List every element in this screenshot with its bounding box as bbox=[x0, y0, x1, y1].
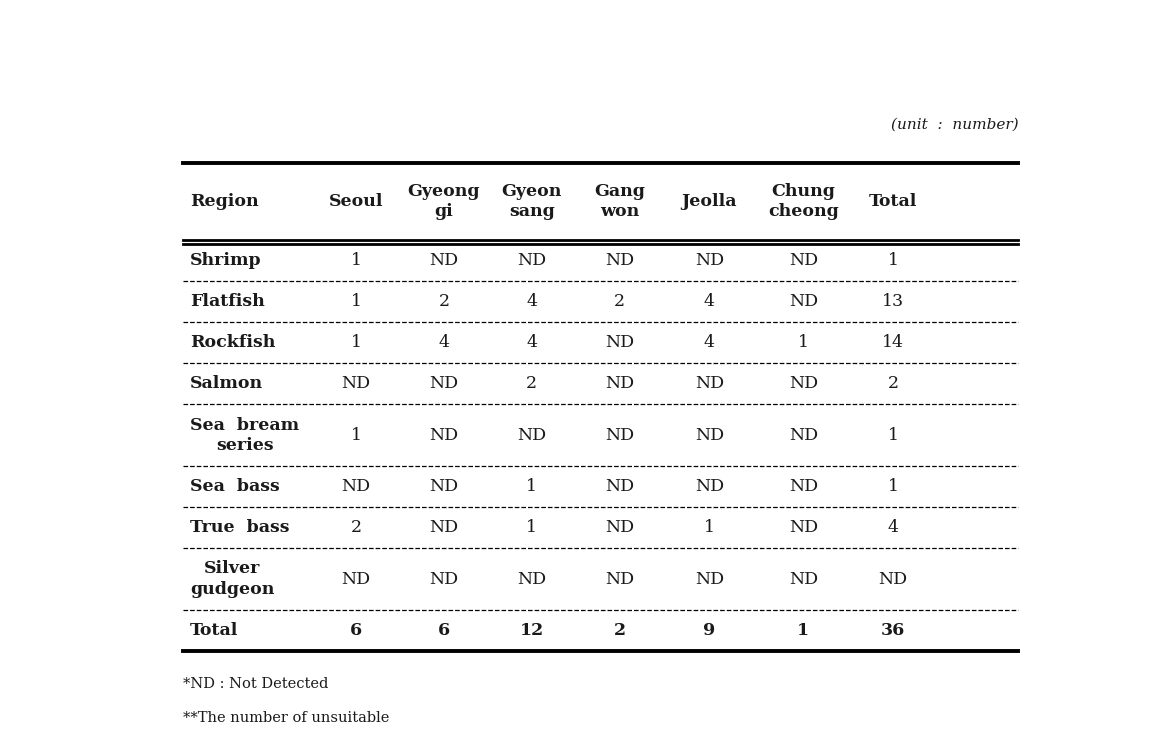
Text: 4: 4 bbox=[438, 334, 450, 351]
Text: ND: ND bbox=[605, 571, 634, 588]
Text: 4: 4 bbox=[526, 293, 537, 310]
Text: Shrimp: Shrimp bbox=[190, 252, 261, 269]
Text: ND: ND bbox=[429, 252, 458, 269]
Text: Salmon: Salmon bbox=[190, 376, 264, 393]
Text: 1: 1 bbox=[350, 427, 362, 444]
Text: 2: 2 bbox=[350, 519, 362, 536]
Text: 1: 1 bbox=[887, 478, 899, 495]
Text: 1: 1 bbox=[798, 334, 809, 351]
Text: 36: 36 bbox=[881, 622, 905, 639]
Text: ND: ND bbox=[517, 427, 546, 444]
Text: Flatfish: Flatfish bbox=[190, 293, 265, 310]
Text: *ND : Not Detected: *ND : Not Detected bbox=[183, 677, 328, 691]
Text: Rockfish: Rockfish bbox=[190, 334, 275, 351]
Text: ND: ND bbox=[605, 376, 634, 393]
Text: ND: ND bbox=[789, 519, 818, 536]
Text: (unit  :  number): (unit : number) bbox=[891, 118, 1018, 132]
Text: Gyeong
gi: Gyeong gi bbox=[408, 183, 481, 220]
Text: **The number of unsuitable: **The number of unsuitable bbox=[183, 711, 389, 725]
Text: 1: 1 bbox=[526, 519, 537, 536]
Text: ND: ND bbox=[695, 376, 724, 393]
Text: 2: 2 bbox=[887, 376, 899, 393]
Text: 4: 4 bbox=[526, 334, 537, 351]
Text: ND: ND bbox=[429, 478, 458, 495]
Text: ND: ND bbox=[342, 478, 370, 495]
Text: Gyeon
sang: Gyeon sang bbox=[502, 183, 561, 220]
Text: Total: Total bbox=[868, 193, 918, 210]
Text: Sea  bream
series: Sea bream series bbox=[190, 416, 299, 454]
Text: 2: 2 bbox=[613, 622, 626, 639]
Text: Region: Region bbox=[190, 193, 259, 210]
Text: ND: ND bbox=[429, 427, 458, 444]
Text: 1: 1 bbox=[703, 519, 715, 536]
Text: ND: ND bbox=[429, 519, 458, 536]
Text: ND: ND bbox=[605, 478, 634, 495]
Text: Jeolla: Jeolla bbox=[682, 193, 737, 210]
Text: ND: ND bbox=[605, 519, 634, 536]
Text: 6: 6 bbox=[438, 622, 450, 639]
Text: 9: 9 bbox=[703, 622, 715, 639]
Text: ND: ND bbox=[789, 293, 818, 310]
Text: ND: ND bbox=[695, 478, 724, 495]
Text: ND: ND bbox=[789, 427, 818, 444]
Text: 1: 1 bbox=[350, 252, 362, 269]
Text: ND: ND bbox=[605, 427, 634, 444]
Text: ND: ND bbox=[695, 427, 724, 444]
Text: 1: 1 bbox=[797, 622, 810, 639]
Text: 4: 4 bbox=[703, 334, 715, 351]
Text: 12: 12 bbox=[519, 622, 544, 639]
Text: 4: 4 bbox=[703, 293, 715, 310]
Text: ND: ND bbox=[789, 252, 818, 269]
Text: 2: 2 bbox=[526, 376, 537, 393]
Text: ND: ND bbox=[517, 252, 546, 269]
Text: 14: 14 bbox=[883, 334, 904, 351]
Text: 1: 1 bbox=[887, 427, 899, 444]
Text: ND: ND bbox=[879, 571, 907, 588]
Text: ND: ND bbox=[695, 252, 724, 269]
Text: ND: ND bbox=[605, 334, 634, 351]
Text: Silver
gudgeon: Silver gudgeon bbox=[190, 560, 274, 598]
Text: 1: 1 bbox=[350, 334, 362, 351]
Text: ND: ND bbox=[429, 571, 458, 588]
Text: ND: ND bbox=[517, 571, 546, 588]
Text: ND: ND bbox=[605, 252, 634, 269]
Text: 1: 1 bbox=[887, 252, 899, 269]
Text: Gang
won: Gang won bbox=[594, 183, 645, 220]
Text: ND: ND bbox=[695, 571, 724, 588]
Text: 6: 6 bbox=[350, 622, 362, 639]
Text: Total: Total bbox=[190, 622, 238, 639]
Text: ND: ND bbox=[789, 571, 818, 588]
Text: ND: ND bbox=[342, 376, 370, 393]
Text: 1: 1 bbox=[526, 478, 537, 495]
Text: ND: ND bbox=[789, 376, 818, 393]
Text: ND: ND bbox=[429, 376, 458, 393]
Text: ND: ND bbox=[789, 478, 818, 495]
Text: 2: 2 bbox=[614, 293, 625, 310]
Text: 4: 4 bbox=[887, 519, 899, 536]
Text: Seoul: Seoul bbox=[329, 193, 383, 210]
Text: ND: ND bbox=[342, 571, 370, 588]
Text: 13: 13 bbox=[883, 293, 904, 310]
Text: Sea  bass: Sea bass bbox=[190, 478, 280, 495]
Text: 1: 1 bbox=[350, 293, 362, 310]
Text: Chung
cheong: Chung cheong bbox=[768, 183, 839, 220]
Text: True  bass: True bass bbox=[190, 519, 289, 536]
Text: 2: 2 bbox=[438, 293, 450, 310]
